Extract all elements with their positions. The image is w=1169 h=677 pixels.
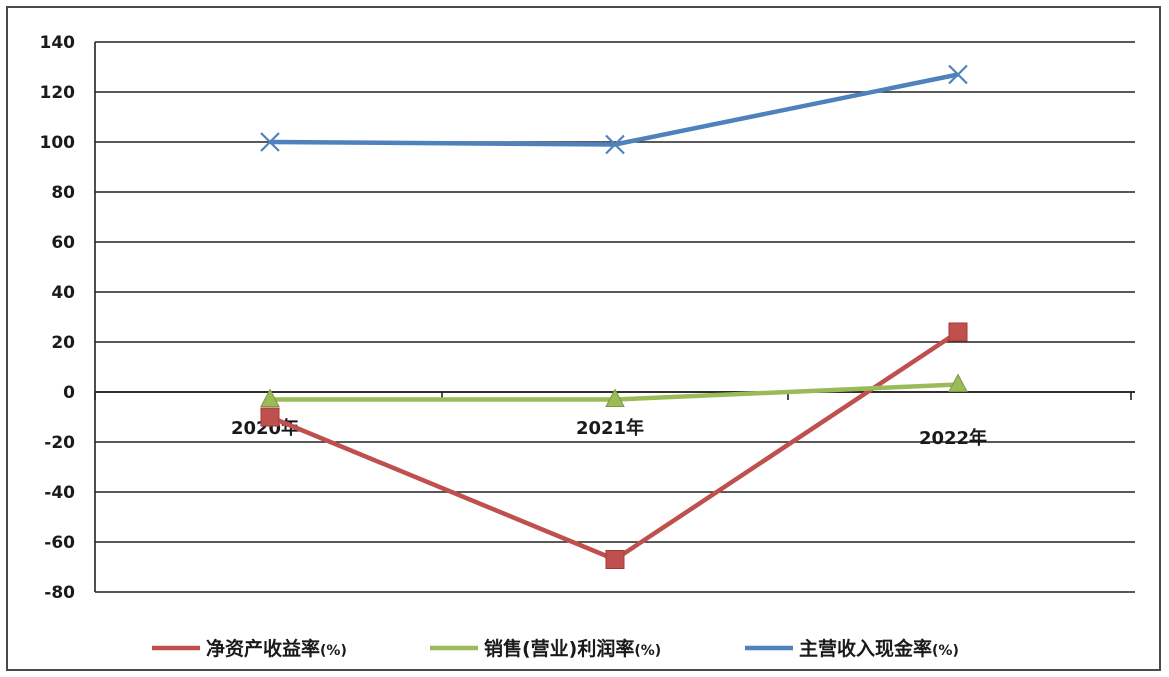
y-tick-label: 140: [40, 33, 76, 53]
data-point: [260, 132, 280, 152]
x-category-label: 2021年: [576, 417, 644, 439]
y-tick-label: 100: [40, 133, 76, 153]
chart-frame: [6, 6, 1161, 671]
y-tick-label: 40: [51, 283, 75, 303]
y-tick-label: 20: [51, 333, 75, 353]
data-point: [605, 134, 625, 155]
series-line: [269, 72, 959, 147]
series-line: [269, 330, 960, 562]
category-labels: 2020年 2021年 2022年: [231, 417, 987, 449]
data-point: [948, 373, 968, 392]
x-category-label: 2022年: [919, 427, 987, 449]
data-point: [948, 64, 968, 85]
legend-label: 销售(营业)利润率(%): [484, 637, 661, 660]
legend: 净资产收益率(%) 销售(营业)利润率(%) 主营收入现金率(%): [152, 637, 959, 660]
data-point: [605, 550, 625, 569]
data-point: [260, 407, 280, 427]
axes: [94, 42, 1135, 592]
data-point: [605, 388, 625, 407]
y-tick-label: 0: [63, 383, 75, 403]
series-lines: [260, 64, 968, 569]
y-axis-tick-labels: 140 120 100 80 60 40 20 0 -20 -40 -60 -80: [40, 33, 76, 603]
y-tick-label: 80: [51, 183, 75, 203]
data-point: [260, 388, 280, 407]
data-point: [948, 322, 968, 342]
y-tick-label: -40: [44, 483, 75, 503]
legend-label: 主营收入现金率(%): [799, 637, 959, 660]
y-tick-label: 60: [51, 233, 75, 253]
legend-label: 净资产收益率(%): [206, 637, 347, 660]
gridlines: [95, 41, 1135, 593]
y-tick-label: -20: [44, 433, 75, 453]
y-tick-label: 120: [40, 83, 76, 103]
y-tick-label: -60: [44, 533, 75, 553]
y-tick-label: -80: [44, 583, 75, 603]
